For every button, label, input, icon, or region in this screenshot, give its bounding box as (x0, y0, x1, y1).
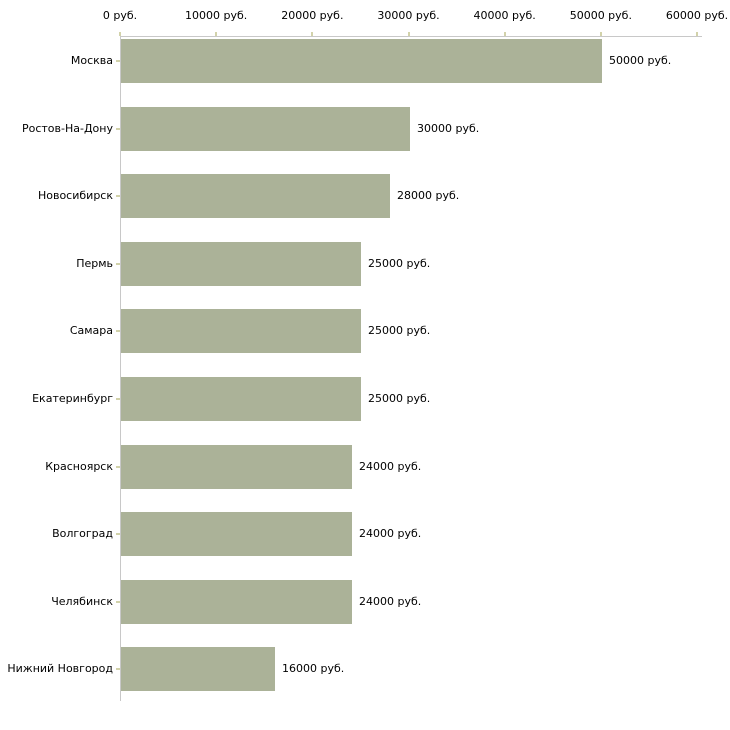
x-axis-tick-label: 40000 руб. (473, 9, 536, 22)
value-label: 28000 руб. (397, 189, 460, 202)
bar (121, 377, 361, 421)
category-label: Новосибирск (37, 189, 113, 202)
x-axis-tick-mark (599, 32, 602, 36)
y-axis-tick-mark (116, 60, 120, 62)
category-label: Красноярск (45, 460, 113, 473)
y-axis-tick-mark (116, 330, 120, 332)
value-label: 24000 руб. (359, 460, 422, 473)
x-axis-tick-label: 20000 руб. (281, 9, 344, 22)
x-axis-tick-mark (215, 32, 218, 36)
value-label: 30000 руб. (417, 122, 480, 135)
bar (121, 39, 602, 83)
category-label: Ростов-На-Дону (21, 122, 113, 135)
value-label: 24000 руб. (359, 527, 422, 540)
x-axis-tick-mark (407, 32, 410, 36)
value-label: 25000 руб. (368, 257, 431, 270)
category-label: Волгоград (52, 527, 113, 540)
x-axis-line (120, 36, 702, 37)
y-axis-tick-mark (116, 128, 120, 130)
y-axis-tick-mark (116, 601, 120, 603)
y-axis-tick-mark (116, 533, 120, 535)
bar (121, 580, 352, 624)
bar (121, 107, 410, 151)
x-axis-tick-mark (311, 32, 314, 36)
x-axis-tick-label: 0 руб. (102, 9, 138, 22)
y-axis-line (120, 36, 121, 701)
bar (121, 242, 361, 286)
value-label: 25000 руб. (368, 324, 431, 337)
value-label: 25000 руб. (368, 392, 431, 405)
x-axis-tick-mark (503, 32, 506, 36)
x-axis-tick-label: 60000 руб. (665, 9, 729, 22)
category-label: Пермь (76, 257, 113, 270)
category-label: Екатеринбург (32, 392, 113, 405)
x-axis-tick-mark (696, 32, 698, 36)
x-axis-tick-label: 50000 руб. (569, 9, 632, 22)
y-axis-tick-mark (116, 668, 120, 670)
bar (121, 512, 352, 556)
y-axis-tick-mark (116, 195, 120, 197)
category-label: Нижний Новгород (7, 662, 113, 675)
category-label: Самара (69, 324, 113, 337)
x-axis-tick-label: 30000 руб. (377, 9, 440, 22)
x-axis-tick-label: 10000 руб. (185, 9, 248, 22)
y-axis-tick-mark (116, 466, 120, 468)
y-axis-tick-mark (116, 398, 120, 400)
value-label: 50000 руб. (609, 54, 672, 67)
bar (121, 174, 390, 218)
bar (121, 309, 361, 353)
bar (121, 445, 352, 489)
y-axis-tick-mark (116, 263, 120, 265)
category-label: Челябинск (51, 595, 113, 608)
bar (121, 647, 275, 691)
value-label: 24000 руб. (359, 595, 422, 608)
x-axis-tick-mark (119, 32, 121, 36)
category-label: Москва (70, 54, 113, 67)
value-label: 16000 руб. (282, 662, 345, 675)
